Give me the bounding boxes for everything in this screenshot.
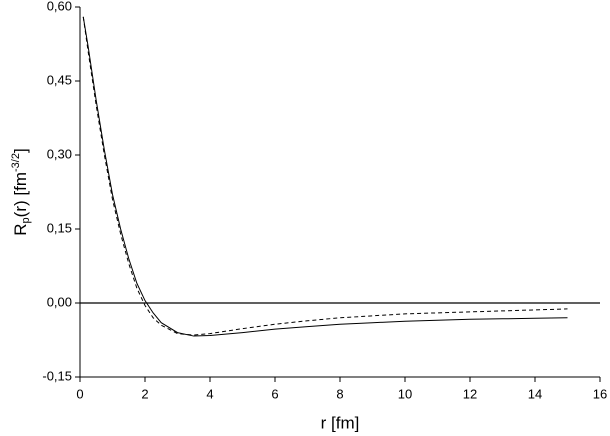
y-tick-label: 0,45	[47, 72, 72, 87]
x-tick-label: 4	[206, 386, 213, 401]
x-tick-label: 6	[271, 386, 278, 401]
y-tick-label: 0,00	[47, 294, 72, 309]
y-tick-label: 0,60	[47, 0, 72, 13]
y-tick-label: 0,15	[47, 220, 72, 235]
x-tick-label: 10	[398, 386, 412, 401]
x-tick-label: 12	[463, 386, 477, 401]
x-tick-label: 2	[141, 386, 148, 401]
y-label-mid: (r) [fm	[11, 172, 30, 217]
x-tick-label: 8	[336, 386, 343, 401]
y-label-sub: p	[20, 217, 32, 223]
x-tick-label: 14	[528, 386, 542, 401]
data-line	[82, 16, 568, 336]
x-tick-label: 16	[593, 386, 607, 401]
x-axis-label: r [fm]	[321, 413, 360, 432]
y-label-sup: -3/2	[10, 153, 22, 172]
y-label-base: R	[11, 223, 30, 235]
x-tick-label: 0	[76, 386, 83, 401]
y-axis-label: Rp(r) [fm-3/2]	[10, 148, 32, 235]
y-label-end: ]	[11, 148, 30, 153]
y-tick-label: -0,15	[42, 368, 72, 383]
data-line	[82, 16, 568, 337]
y-tick-label: 0,30	[47, 146, 72, 161]
